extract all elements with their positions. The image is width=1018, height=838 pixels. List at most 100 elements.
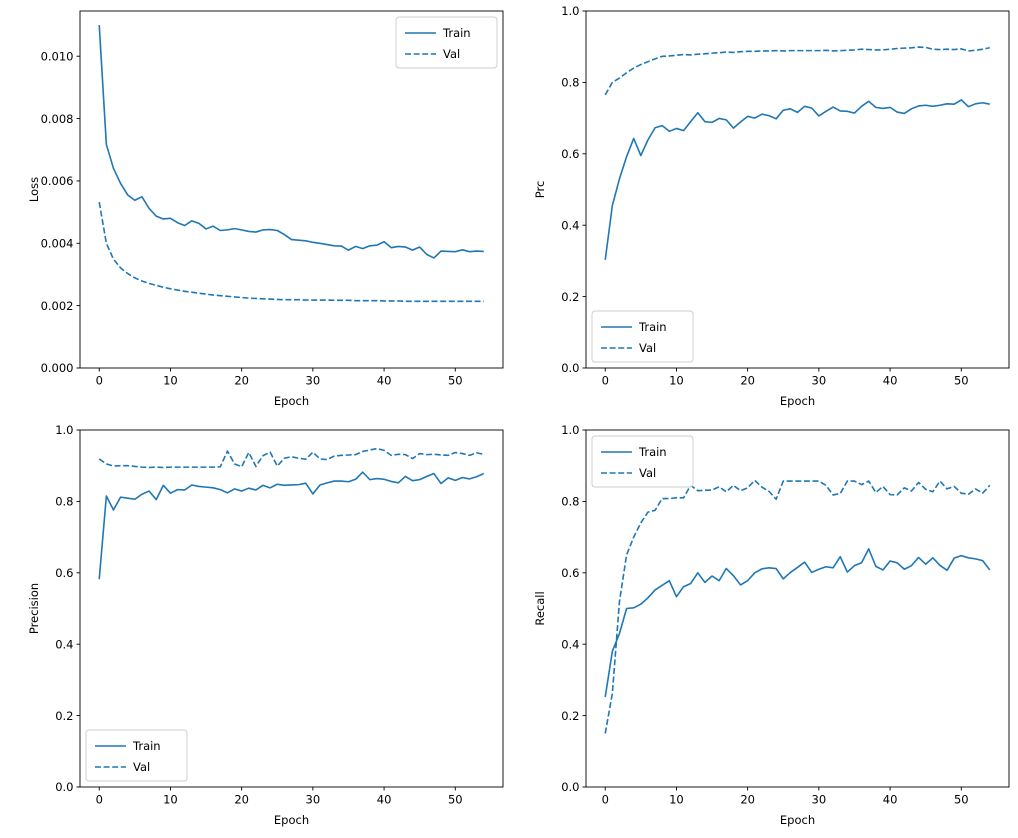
x-axis-label: Epoch: [780, 813, 815, 827]
x-axis-label: Epoch: [780, 394, 815, 408]
y-tick-label: 0.0: [55, 780, 73, 794]
x-tick-label: 10: [163, 793, 178, 807]
legend-label-val: Val: [133, 760, 150, 774]
plot-series-group: [604, 479, 991, 734]
x-tick-label: 20: [234, 793, 249, 807]
legend-label-val: Val: [443, 47, 460, 61]
legend-label-train: Train: [132, 739, 161, 753]
x-tick-label: 40: [883, 374, 898, 388]
legend-label-train: Train: [638, 445, 667, 459]
plot-series-group: [98, 24, 484, 303]
legend: Train Val: [591, 310, 694, 363]
y-tick-label: 0.4: [561, 637, 579, 651]
x-tick-label: 30: [812, 793, 827, 807]
y-tick-label: 0.6: [561, 566, 579, 580]
y-tick-label: 0.6: [561, 147, 579, 161]
y-tick-label: 0.4: [561, 218, 579, 232]
series-line-train: [604, 99, 990, 260]
y-axis-label: Loss: [27, 177, 41, 202]
series-line-val: [604, 479, 991, 734]
x-axis-label: Epoch: [274, 813, 309, 827]
series-line-val: [604, 46, 990, 96]
y-axis-label: Prc: [533, 181, 547, 199]
x-tick-label: 10: [163, 374, 178, 388]
legend-box: [591, 310, 694, 363]
x-tick-label: 20: [740, 374, 755, 388]
y-axis-ticks: 0.0 0.2 0.4 0.6 0.8 1.0: [55, 423, 80, 794]
x-tick-label: 50: [448, 793, 463, 807]
x-tick-label: 20: [740, 793, 755, 807]
y-tick-label: 0.006: [41, 174, 74, 188]
y-tick-label: 0.002: [41, 299, 74, 313]
legend-box: [85, 729, 188, 782]
legend-label-val: Val: [639, 466, 656, 480]
x-tick-label: 50: [448, 374, 463, 388]
y-tick-label: 0.6: [55, 566, 73, 580]
x-tick-label: 0: [96, 793, 103, 807]
y-tick-label: 1.0: [55, 423, 73, 437]
axes-frame: [585, 429, 1010, 788]
legend-box: [395, 16, 498, 69]
legend-box: [591, 435, 694, 488]
legend: Train Val: [395, 16, 498, 69]
y-axis-ticks: 0.000 0.002 0.004 0.006 0.008 0.010: [41, 49, 80, 375]
y-tick-label: 0.0: [561, 361, 579, 375]
x-tick-label: 10: [669, 793, 684, 807]
legend: Train Val: [591, 435, 694, 488]
loss-subplot: 0 10 20 30 40 50 0.000 0.002 0.004 0.006 0.008 0.01…: [0, 0, 509, 419]
x-tick-label: 50: [954, 374, 969, 388]
x-tick-label: 40: [377, 374, 392, 388]
x-tick-label: 0: [602, 374, 609, 388]
series-line-val: [98, 447, 484, 469]
y-tick-label: 0.8: [561, 76, 579, 90]
plot-series-group: [98, 447, 485, 580]
series-line-train: [98, 24, 484, 259]
y-tick-label: 0.000: [41, 361, 74, 375]
precision-subplot: 0 10 20 30 40 50 0.0 0.2 0.4 0.6 0.8 1.0 Epoch Precis…: [0, 419, 509, 838]
axes-frame: [79, 10, 504, 369]
x-tick-label: 0: [96, 374, 103, 388]
y-axis-ticks: 0.0 0.2 0.4 0.6 0.8 1.0: [561, 423, 586, 794]
y-axis-label: Precision: [27, 583, 41, 634]
axes-frame: [585, 10, 1010, 369]
y-tick-label: 0.8: [561, 495, 579, 509]
y-tick-label: 1.0: [561, 4, 579, 18]
x-tick-label: 10: [669, 374, 684, 388]
y-tick-label: 0.2: [561, 290, 579, 304]
series-line-train: [98, 471, 485, 580]
y-tick-label: 0.004: [41, 236, 74, 250]
x-tick-label: 30: [306, 374, 321, 388]
y-axis-ticks: 0.0 0.2 0.4 0.6 0.8 1.0: [561, 4, 586, 375]
prc-subplot: 0 10 20 30 40 50 0.0 0.2 0.4 0.6 0.8 1.0 Epoch Prc Tra…: [509, 0, 1018, 419]
x-tick-label: 20: [234, 374, 249, 388]
legend-label-train: Train: [638, 320, 667, 334]
legend-label-val: Val: [639, 341, 656, 355]
y-tick-label: 1.0: [561, 423, 579, 437]
x-tick-label: 40: [377, 793, 392, 807]
recall-subplot: 0 10 20 30 40 50 0.0 0.2 0.4 0.6 0.8 1.0 Epoch Recall…: [509, 419, 1018, 838]
x-axis-ticks: 0 10 20 30 40 50: [602, 787, 969, 807]
x-tick-label: 30: [306, 793, 321, 807]
series-line-val: [98, 201, 484, 303]
axes-frame: [79, 429, 504, 788]
y-tick-label: 0.4: [55, 637, 73, 651]
x-tick-label: 0: [602, 793, 609, 807]
y-axis-label: Recall: [533, 591, 547, 625]
y-tick-label: 0.8: [55, 495, 73, 509]
y-tick-label: 0.010: [41, 49, 74, 63]
y-tick-label: 0.2: [55, 709, 73, 723]
y-tick-label: 0.0: [561, 780, 579, 794]
x-axis-ticks: 0 10 20 30 40 50: [96, 368, 463, 388]
legend-label-train: Train: [442, 26, 471, 40]
x-tick-label: 50: [954, 793, 969, 807]
y-tick-label: 0.008: [41, 112, 74, 126]
x-axis-label: Epoch: [274, 394, 309, 408]
series-line-train: [604, 548, 991, 698]
x-tick-label: 40: [883, 793, 898, 807]
plot-series-group: [604, 46, 990, 260]
y-tick-label: 0.2: [561, 709, 579, 723]
x-tick-label: 30: [812, 374, 827, 388]
legend: Train Val: [85, 729, 188, 782]
x-axis-ticks: 0 10 20 30 40 50: [96, 787, 463, 807]
